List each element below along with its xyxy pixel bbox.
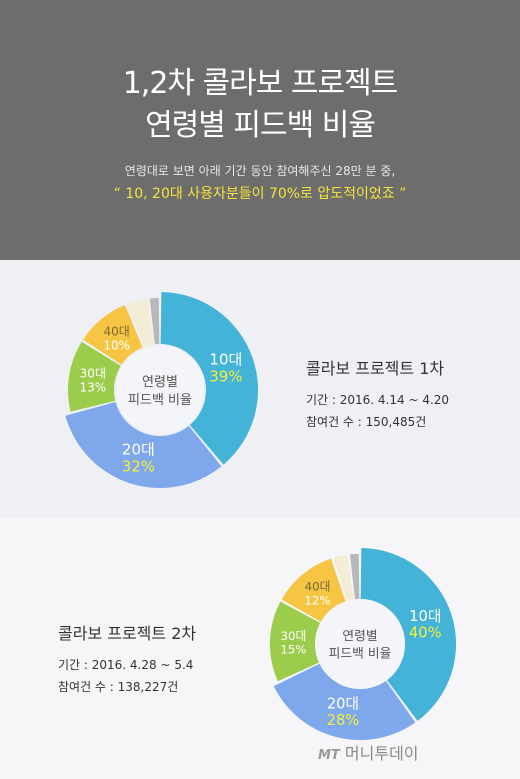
- donut-2-slice-label-0: 10대: [409, 608, 441, 625]
- project-1-period: 기간 : 2016. 4.14 ~ 4.20: [306, 393, 450, 407]
- title-line-2: 연령별 피드백 비율: [145, 108, 376, 143]
- donut-1-center: [116, 346, 204, 434]
- donut-2-slice-label-3: 40대: [305, 580, 331, 594]
- donut-1-slice-label-1: 20대: [122, 441, 155, 459]
- donut-2-slice-2: [269, 601, 321, 682]
- project-1-participants: 참여건 수 : 150,485건: [306, 415, 427, 429]
- project-2-name: 콜라보 프로젝트 2차: [58, 624, 197, 643]
- donut-1-slice-label-2: 30대: [80, 366, 106, 380]
- donut-1-slice-value-1: 32%: [122, 458, 155, 476]
- project-2-info: 콜라보 프로젝트 2차 기간 : 2016. 4.28 ~ 5.4 참여건 수 …: [58, 620, 196, 700]
- donut-2-slice-value-2: 15%: [280, 643, 306, 657]
- donut-2-slice-label-2: 30대: [281, 629, 307, 643]
- watermark-name: 머니투데이: [344, 744, 419, 763]
- watermark-logo: MT 머니투데이: [318, 740, 419, 764]
- title-line-1: 1,2차 콜라보 프로젝트: [122, 66, 399, 101]
- donut-1-center-line-1: 연령별: [142, 375, 178, 390]
- donut-2-slice-0: [360, 547, 457, 721]
- donut-2-slice-label-1: 20대: [327, 695, 359, 712]
- project-2-participants: 참여건 수 : 138,227건: [58, 680, 179, 694]
- donut-1-slice-0: [160, 292, 258, 465]
- donut-1-center-line-2: 피드백 비율: [128, 393, 192, 408]
- donut-1-slice-value-3: 10%: [103, 339, 130, 353]
- donut-2-center-line-1: 연령별: [342, 629, 377, 644]
- header-banner: 1,2차 콜라보 프로젝트 연령별 피드백 비율 연령대로 보면 아래 기간 동…: [0, 0, 520, 260]
- donut-1-slice-label-3: 40대: [103, 325, 129, 339]
- donut-1-slice-5: [149, 298, 160, 345]
- donut-2-center: [316, 600, 404, 688]
- donut-2-slice-value-3: 12%: [304, 593, 330, 607]
- donut-2-slice-4: [333, 554, 354, 601]
- donut-2-slice-value-1: 28%: [327, 712, 360, 729]
- donut-1-slice-2: [68, 341, 121, 412]
- donut-2-slice-3: [281, 558, 346, 622]
- watermark-mt: MT: [318, 748, 340, 763]
- subtitle: 연령대로 보면 아래 기간 동안 참여해주신 28만 분 중,: [124, 164, 396, 178]
- donut-1-slice-3: [83, 304, 143, 365]
- donut-1-slice-label-0: 10대: [209, 350, 242, 368]
- project-1-info: 콜라보 프로젝트 1차 기간 : 2016. 4.14 ~ 4.20 참여건 수…: [306, 355, 449, 435]
- donut-1-slice-value-2: 13%: [80, 380, 107, 394]
- donut-1-slice-4: [127, 298, 154, 347]
- donut-1-slice-value-0: 39%: [209, 367, 242, 385]
- donut-2-center-line-2: 피드백 비율: [329, 647, 392, 662]
- donut-2-slice-value-0: 40%: [409, 625, 442, 642]
- donut-2-slice-1: [273, 663, 416, 741]
- donut-2-slice-5: [349, 553, 360, 600]
- donut-1-slice-1: [65, 402, 222, 488]
- project-1-name: 콜라보 프로젝트 1차: [306, 359, 445, 378]
- project-2-period: 기간 : 2016. 4.28 ~ 5.4: [58, 658, 194, 672]
- highlight-quote: “ 10, 20대 사용자분들이 70%로 압도적이었죠 ”: [113, 186, 407, 202]
